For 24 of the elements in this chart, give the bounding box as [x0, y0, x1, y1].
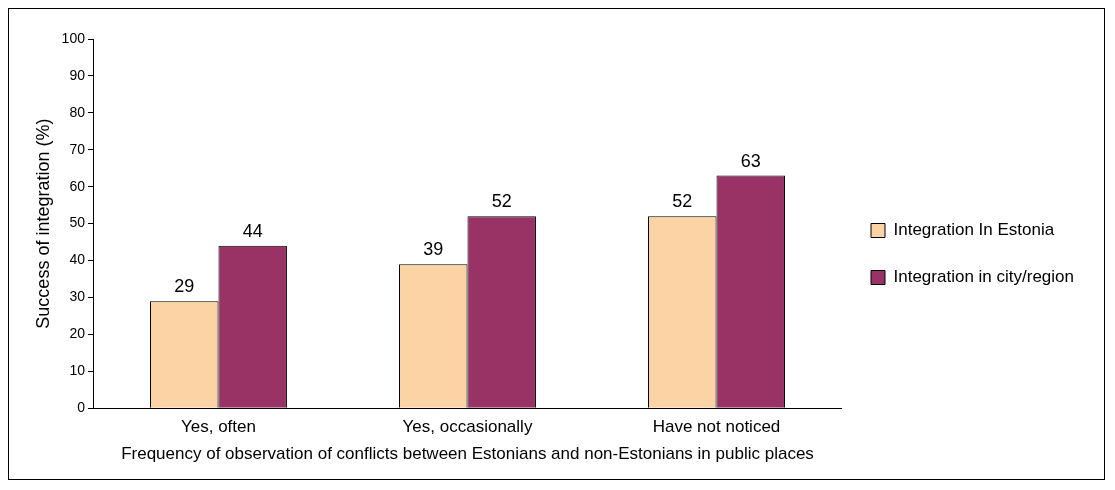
y-tick-label: 10: [69, 362, 86, 379]
y-tick-label: 100: [61, 29, 86, 46]
y-tick-label: 40: [69, 251, 86, 268]
y-axis-title: Success of integration (%): [32, 118, 53, 329]
x-axis-title: Frequency of observation of conflicts between Estonians and non-Estonians in public places: [121, 444, 814, 464]
legend-label: Integration In Estonia: [893, 220, 1055, 240]
data-label: 44: [242, 220, 263, 241]
x-tick-label: Yes, often: [180, 417, 256, 437]
data-label: 39: [423, 239, 444, 260]
y-tick-label: 70: [69, 140, 86, 157]
data-label: 52: [491, 191, 512, 212]
y-tick-label: 30: [69, 288, 86, 305]
y-tick-label: 90: [69, 66, 86, 83]
data-label: 52: [672, 191, 693, 212]
legend-label: Integration in city/region: [893, 267, 1075, 287]
y-tick-label: 60: [69, 177, 86, 194]
data-label: 63: [740, 150, 761, 171]
x-tick-label: Have not noticed: [652, 417, 781, 437]
data-label: 29: [174, 276, 195, 297]
x-tick-label: Yes, occasionally: [402, 417, 533, 437]
y-tick-label: 20: [69, 325, 86, 342]
y-tick-label: 80: [69, 103, 86, 120]
y-tick-label: 50: [69, 214, 86, 231]
y-tick-label: 0: [77, 399, 86, 416]
